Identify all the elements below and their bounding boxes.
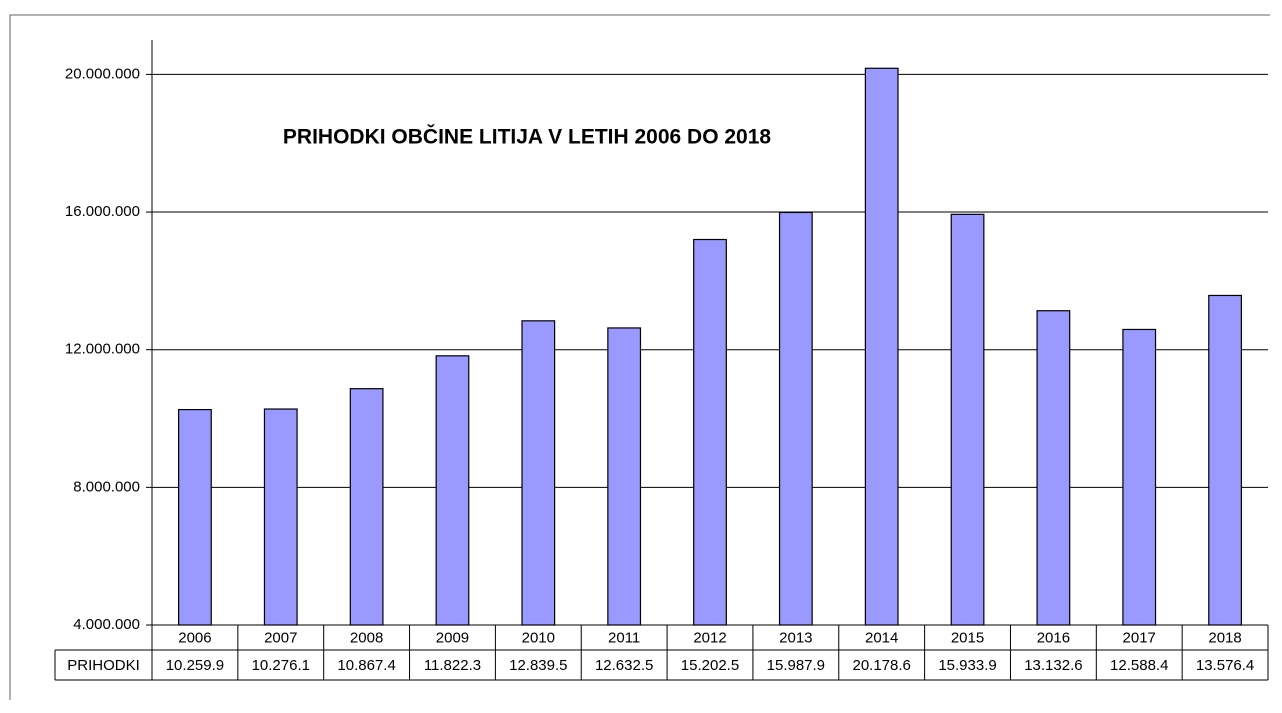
y-tick-label: 4.000.000: [73, 616, 140, 633]
table-value: 13.132.6: [1024, 657, 1082, 674]
bar: [693, 238, 727, 626]
bar: [1122, 328, 1157, 626]
y-tick-label: 20.000.000: [65, 65, 140, 82]
y-tick-label: 16.000.000: [65, 203, 140, 220]
bar: [349, 388, 384, 626]
bar: [1036, 310, 1071, 626]
x-tick-label: 2008: [350, 629, 383, 646]
table-value: 15.987.9: [767, 657, 825, 674]
table-value: 11.822.3: [424, 657, 481, 674]
bar: [864, 67, 899, 626]
x-tick-label: 2007: [264, 629, 297, 646]
bar: [521, 320, 556, 626]
x-tick-label: 2011: [608, 629, 640, 646]
y-tick-label: 8.000.000: [73, 478, 140, 495]
bar: [607, 327, 642, 626]
frame: [9, 14, 1270, 700]
x-tick-label: 2018: [1208, 629, 1241, 646]
x-tick-label: 2010: [522, 629, 555, 646]
x-tick-label: 2014: [865, 629, 898, 646]
bar: [950, 213, 985, 626]
chart-title: PRIHODKI OBČINE LITIJA V LETIH 2006 DO 2…: [283, 125, 771, 149]
bar: [1208, 294, 1242, 626]
x-tick-label: 2013: [779, 629, 812, 646]
table-value: 10.867.4: [337, 657, 395, 674]
table-value: 13.576.4: [1196, 657, 1254, 674]
bar: [435, 355, 470, 626]
table-row-header: PRIHODKI: [67, 657, 140, 674]
table-value: 15.202.5: [681, 657, 739, 674]
table-value: 10.259.9: [166, 657, 224, 674]
bar: [178, 408, 212, 626]
bar: [263, 408, 298, 626]
y-tick-label: 12.000.000: [65, 341, 140, 358]
table-value: 12.632.5: [595, 657, 653, 674]
bar: [778, 211, 813, 626]
x-tick-label: 2012: [693, 629, 726, 646]
x-tick-label: 2016: [1037, 629, 1070, 646]
x-tick-label: 2017: [1123, 629, 1156, 646]
table-value: 15.933.9: [938, 657, 996, 674]
x-tick-label: 2015: [951, 629, 984, 646]
table-value: 10.276.1: [252, 657, 310, 674]
table-value: 12.839.5: [509, 657, 567, 674]
table-value: 12.588.4: [1110, 657, 1168, 674]
x-tick-label: 2006: [178, 629, 211, 646]
table-value: 20.178.6: [852, 657, 910, 674]
x-tick-label: 2009: [436, 629, 469, 646]
